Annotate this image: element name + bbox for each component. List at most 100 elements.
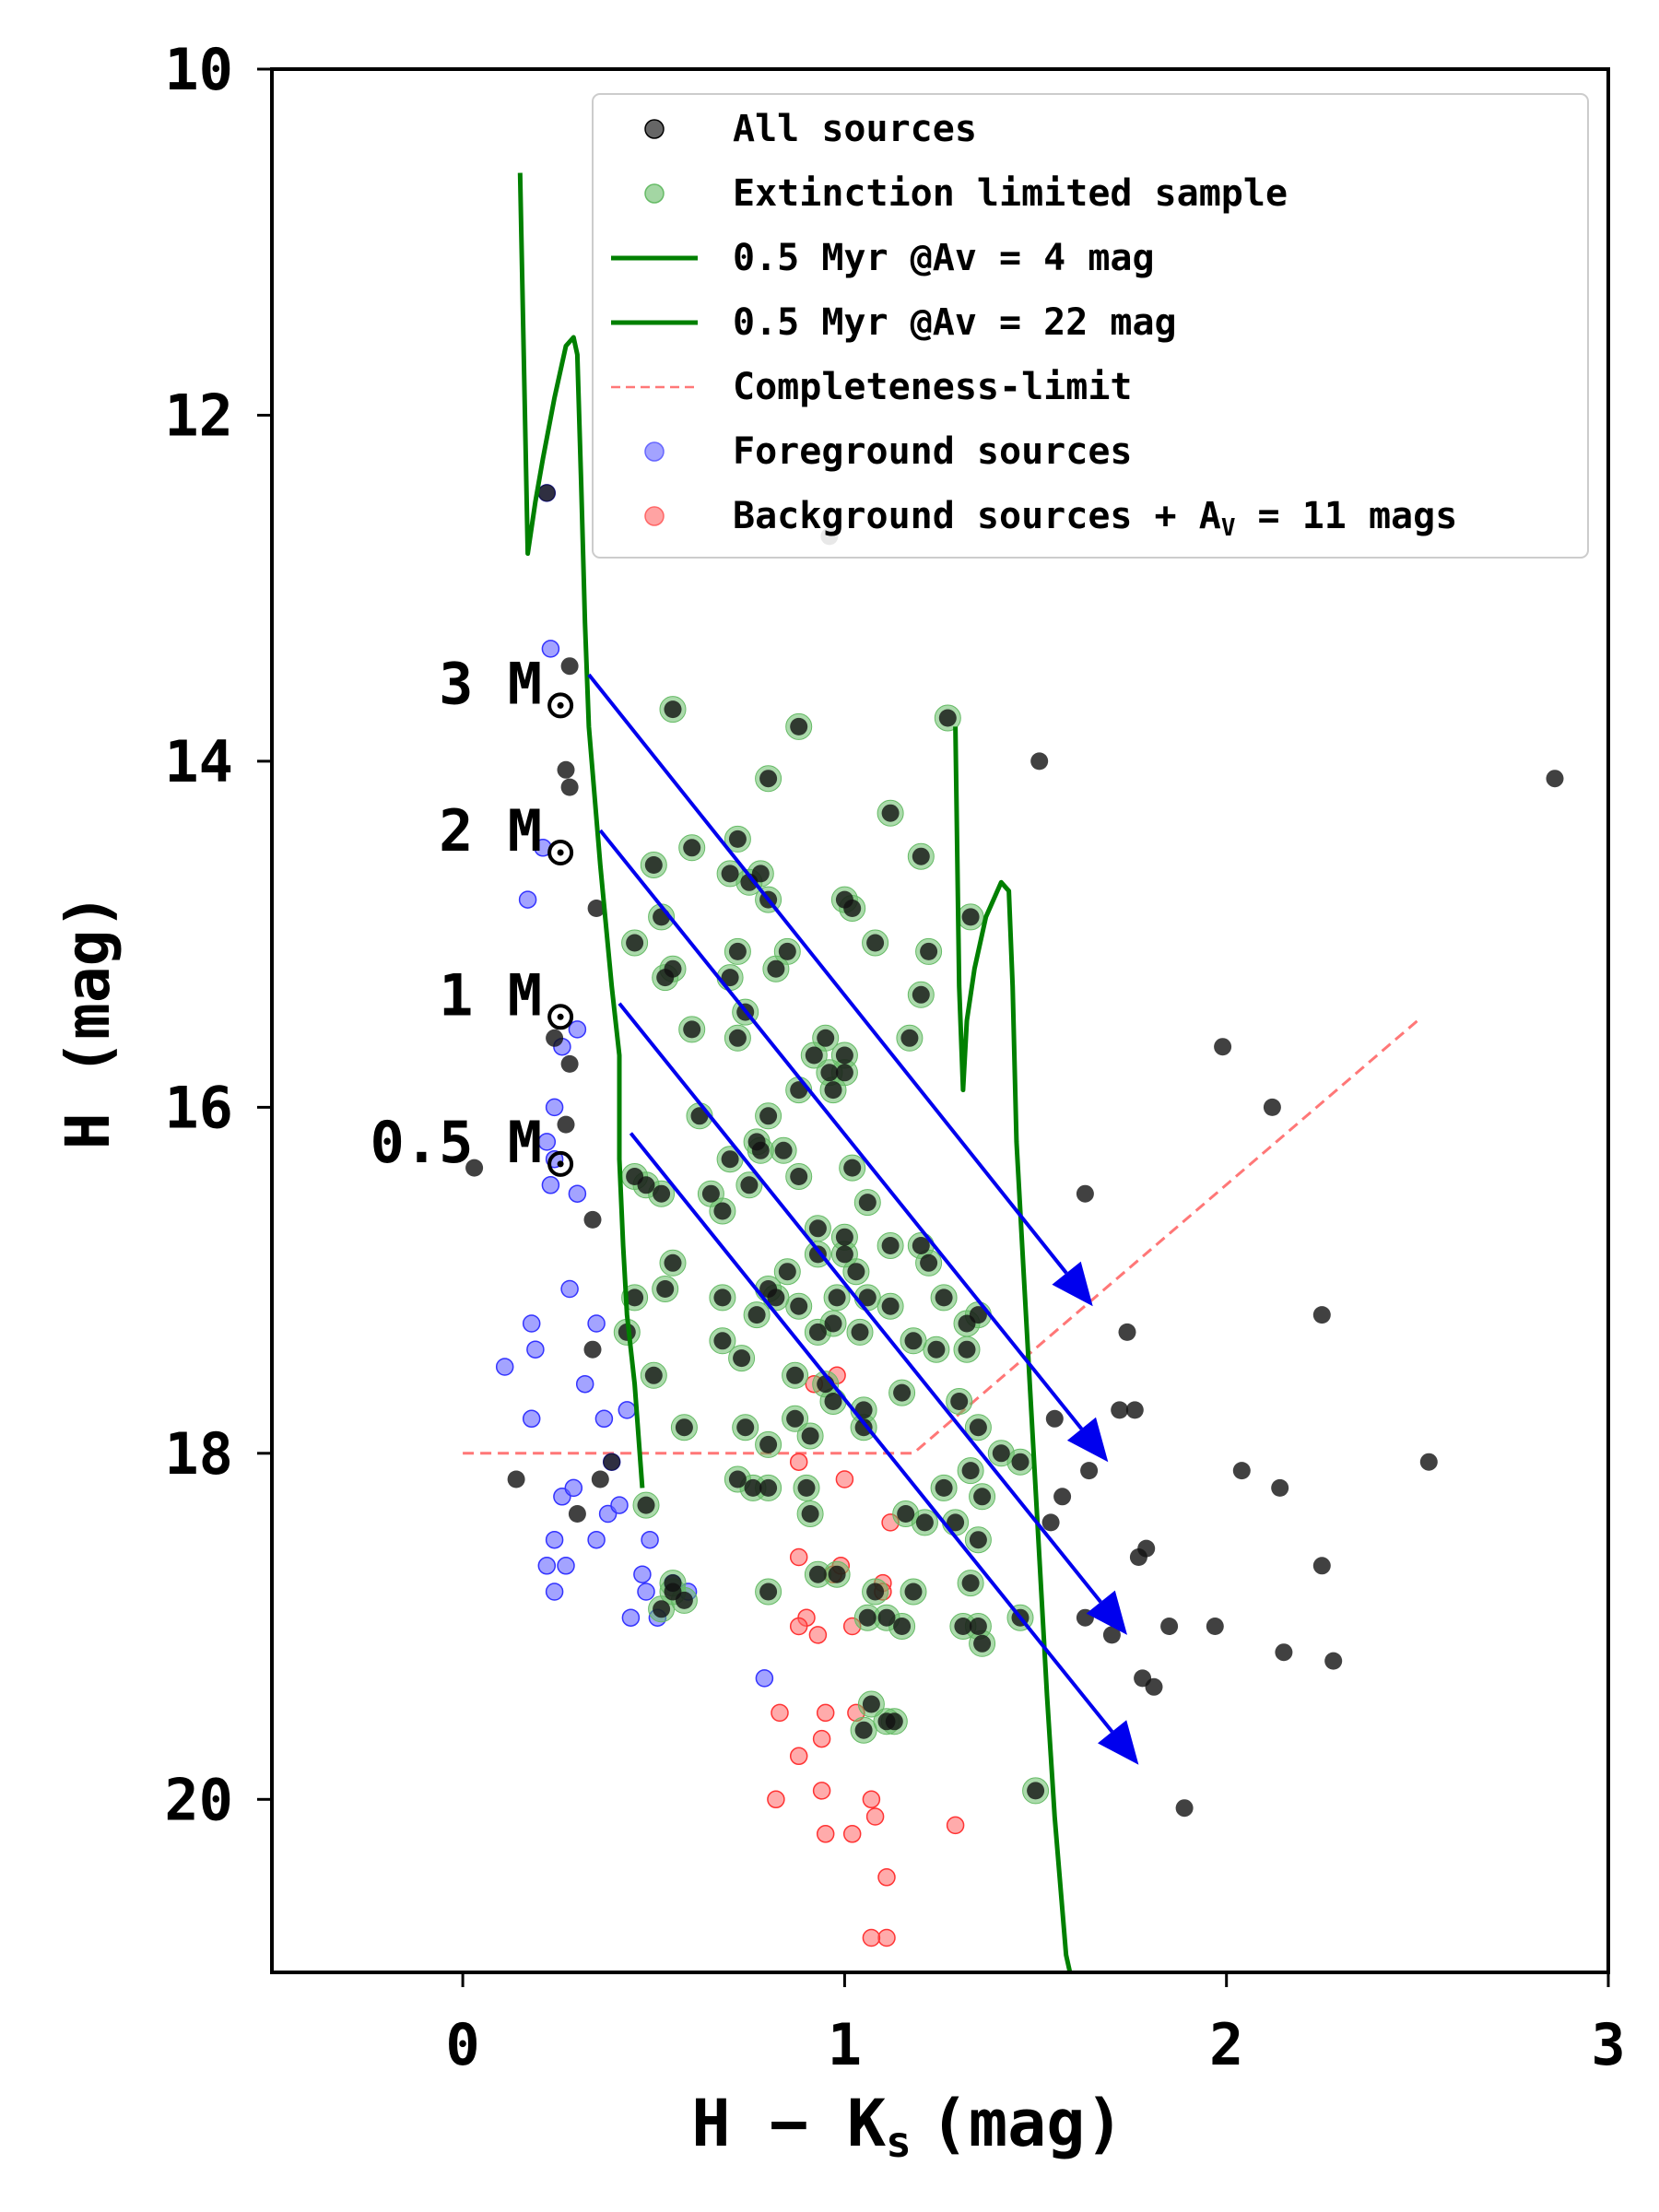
- all-sources-point: [653, 1600, 671, 1618]
- all-sources-point: [915, 1513, 934, 1532]
- foreground-source-point: [541, 1176, 560, 1194]
- all-sources-point: [759, 1107, 778, 1125]
- all-sources-point: [935, 1478, 953, 1497]
- y-tick-label: 14: [164, 728, 233, 795]
- all-sources-point: [568, 1505, 586, 1523]
- all-sources-point: [824, 1314, 842, 1333]
- all-sources-point: [1232, 1462, 1251, 1480]
- all-sources-point: [824, 1081, 842, 1100]
- all-sources-point: [721, 865, 739, 883]
- all-sources-point: [920, 1253, 938, 1272]
- x-tick-label: 2: [1209, 2011, 1243, 2078]
- foreground-source-point: [594, 1409, 614, 1429]
- all-sources-point: [801, 1505, 819, 1523]
- foreground-source-point: [755, 1669, 774, 1688]
- legend-label-text: 0.5 Myr @Av = 22 mag: [733, 301, 1177, 344]
- y-axis-label: H (mag): [53, 893, 124, 1149]
- legend-marker: [644, 441, 665, 462]
- all-sources-point: [721, 969, 739, 987]
- all-sources-point: [721, 1150, 739, 1169]
- foreground-source-point: [621, 1608, 641, 1627]
- all-sources-point: [1160, 1618, 1179, 1635]
- all-sources-point: [591, 1470, 609, 1488]
- all-sources-point: [690, 1107, 709, 1125]
- plot-frame: [270, 67, 1610, 1974]
- all-sources-point: [969, 1531, 987, 1549]
- solar-symbol-center: [557, 849, 564, 856]
- x-axis-label-unit: (mag): [930, 2086, 1124, 2161]
- foreground-source-point: [637, 1583, 655, 1601]
- background-source-point: [946, 1816, 965, 1835]
- all-sources-point: [786, 1409, 805, 1428]
- all-sources-point: [969, 1618, 987, 1635]
- reddening-vector-line: [618, 1002, 1102, 1604]
- background-source-point: [789, 1747, 808, 1766]
- legend-label-text: 0.5 Myr @Av = 4 mag: [733, 237, 1155, 279]
- solar-symbol-center: [557, 1160, 564, 1168]
- all-sources-point: [927, 1340, 946, 1359]
- all-sources-point: [808, 1219, 827, 1238]
- all-sources-point: [900, 1029, 919, 1047]
- all-sources-point: [537, 484, 556, 502]
- all-sources-point: [1111, 1401, 1129, 1419]
- legend-label-tail: = 11 mags: [1235, 495, 1457, 537]
- x-tick-label: 3: [1591, 2011, 1625, 2078]
- legend: All sources Extinction limited sample 0.5 …: [592, 93, 1589, 559]
- solar-symbol-center: [557, 701, 564, 709]
- all-sources-point: [866, 934, 885, 952]
- reddening-vector-line: [587, 673, 1068, 1275]
- reddening-vector-line: [598, 829, 1084, 1430]
- reddening-vector-arrowhead: [1066, 1417, 1109, 1463]
- background-source-point: [789, 1547, 808, 1567]
- all-sources-point: [1145, 1677, 1163, 1696]
- all-sources-point: [1419, 1453, 1438, 1471]
- legend-label-text: All sources: [733, 108, 977, 150]
- all-sources-point: [881, 1297, 900, 1315]
- legend-marker: [644, 183, 665, 204]
- background-source-point: [865, 1807, 885, 1826]
- background-source-point: [862, 1790, 881, 1809]
- all-sources-point: [885, 1712, 903, 1731]
- all-sources-point: [847, 1263, 865, 1281]
- all-sources-point: [950, 1393, 969, 1410]
- plot-marks: [463, 172, 1564, 1972]
- all-sources-point: [817, 1029, 835, 1047]
- foreground-source-point: [545, 1583, 564, 1601]
- all-sources-point: [583, 1340, 602, 1359]
- legend-label: 0.5 Myr @Av = 22 mag: [733, 301, 1177, 344]
- all-sources-point: [546, 1029, 564, 1047]
- all-sources-point: [626, 934, 644, 952]
- all-sources-point: [767, 1288, 785, 1307]
- all-sources-point: [1011, 1453, 1030, 1471]
- foreground-source-point: [568, 1184, 587, 1203]
- legend-label: 0.5 Myr @Av = 4 mag: [733, 237, 1155, 279]
- foreground-source-point: [545, 1098, 564, 1117]
- reddening-vector-arrowhead: [1098, 1720, 1139, 1765]
- foreground-source-point: [522, 1409, 541, 1429]
- background-source-point: [812, 1782, 831, 1800]
- background-source-point: [835, 1470, 854, 1488]
- all-sources-point: [858, 1194, 877, 1212]
- mass-label: 3 M: [439, 650, 542, 717]
- x-axis-label-subscript: s: [886, 2117, 912, 2167]
- all-sources-point: [969, 1418, 987, 1437]
- background-source-point: [808, 1626, 828, 1644]
- all-sources-point: [828, 1565, 846, 1583]
- legend-marker: [644, 119, 665, 139]
- all-sources-point: [683, 1020, 701, 1039]
- all-sources-point: [835, 1046, 853, 1065]
- all-sources-point: [973, 1634, 992, 1653]
- all-sources-point: [820, 1064, 839, 1082]
- mass-label: 0.5 M: [370, 1109, 542, 1176]
- all-sources-point: [747, 1306, 766, 1324]
- all-sources-point: [877, 1608, 896, 1627]
- legend-label: Extinction limited sample: [733, 172, 1288, 215]
- foreground-source-point: [618, 1401, 637, 1419]
- foreground-source-point: [495, 1358, 514, 1376]
- all-sources-point: [920, 942, 938, 960]
- foreground-source-point: [587, 1530, 606, 1549]
- plot-area: [463, 172, 1564, 1972]
- all-sources-point: [751, 865, 770, 883]
- legend-label: Background sources + AV = 11 mags: [733, 495, 1457, 542]
- foreground-source-point: [526, 1340, 545, 1359]
